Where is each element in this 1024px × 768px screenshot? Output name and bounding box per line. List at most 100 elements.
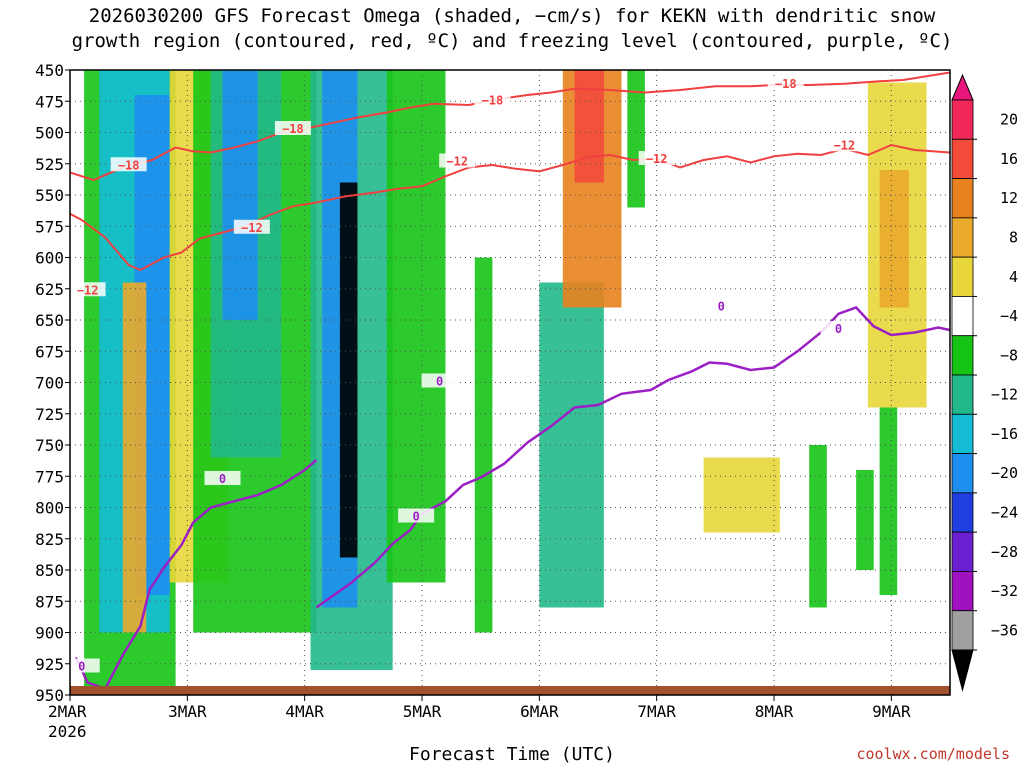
colorbar-swatch-9 [951,453,974,494]
title-line-1: 2026030200 GFS Forecast Omega (shaded, −… [88,5,936,27]
colorbar-label: −8 [1000,346,1018,364]
contour-label-minus12-bg [439,153,476,168]
colorbar-swatch-1 [951,138,974,179]
y-tick-label: 450 [35,61,64,80]
y-tick-label: 525 [35,155,64,174]
contour-label-minus18: −18 [118,158,140,172]
contour-label-zero: 0 [78,660,85,674]
y-tick-label: 475 [35,92,64,111]
temperature-contours: −18 −18 −18 −18 −12 −12 −12 −12 −12 0 0 0 0 0 0 [70,71,950,691]
contour-label-minus12-bg [70,282,106,297]
omega-region-19 [856,470,874,570]
contour-label-minus12-bg [233,219,270,234]
contour-label-minus12: −12 [834,138,856,152]
colorbar-swatch-13 [951,610,974,651]
x-tick-label: 2MAR [48,702,87,721]
y-tick-label: 900 [35,624,64,643]
colorbar-label: −36 [991,621,1018,639]
y-tick-label: 575 [35,217,64,236]
colorbar: 20 16 12 8 4 −4 −8 −12 −16 −20 −24 −28 −32 −36 [951,73,1018,692]
y-tick-label: 500 [35,124,64,143]
colorbar-swatch-6 [951,335,974,376]
contour-label-minus12: −12 [646,152,668,166]
colorbar-swatch-0 [951,99,974,140]
omega-region-17 [703,457,780,533]
colorbar-label: −16 [991,425,1018,443]
colorbar-label: 20 [1000,111,1018,129]
colorbar-swatch-4 [951,256,974,297]
colorbar-label: 8 [1009,229,1018,247]
colorbar-swatch-12 [951,571,974,612]
y-axis: 450 475 500 525 550 575 600 625 650 675 700 725 750 7… [35,61,70,705]
contour-label-zero-bg [421,373,458,388]
x-tick-label: 8MAR [755,702,794,721]
y-tick-label: 675 [35,342,64,361]
chart-title: 2026030200 GFS Forecast Omega (shaded, −… [0,4,1024,54]
colorbar-label: −24 [991,504,1018,522]
omega-region-15 [574,70,604,183]
x-tick-label: 7MAR [637,702,676,721]
y-tick-label: 775 [35,467,64,486]
contour-label-minus18-bg [474,92,511,107]
colorbar-label: −12 [991,386,1018,404]
contour-label-minus18: −18 [775,77,797,91]
contour-label-minus18-bg [767,76,804,90]
contour-label-zero-bg [70,658,100,673]
omega-region-22 [879,170,909,308]
contour-label-zero-bg [703,298,740,313]
title-line-2: growth region (contoured, red, ºC) and f… [71,30,953,52]
contour-freezing-level [315,306,950,609]
contour-label-minus12: −12 [446,155,468,169]
x-tick-label: 9MAR [872,702,911,721]
x-tick-label: 4MAR [285,702,324,721]
colorbar-label: 16 [1000,150,1018,168]
contour-label-zero: 0 [436,375,443,389]
y-tick-label: 550 [35,186,64,205]
contour-label-zero-bg [820,321,857,335]
colorbar-label: 12 [1000,189,1018,207]
contour-label-minus12: −12 [77,283,99,297]
contour-minus12 [70,143,950,272]
y-tick-label: 950 [35,686,64,705]
x-axis-label: Forecast Time (UTC) [409,744,615,765]
colorbar-label: −28 [991,543,1018,561]
omega-region-11 [386,70,446,583]
colorbar-label: −32 [991,582,1018,600]
colorbar-max-arrow [951,73,974,101]
contour-freezing-level-low [74,459,318,691]
colorbar-swatch-10 [951,492,974,533]
colorbar-swatch-3 [951,217,974,258]
ground-strip [70,686,950,695]
contour-label-minus18-bg [110,157,147,172]
contour-label-minus18-bg [274,121,311,135]
colorbar-swatch-11 [951,531,974,572]
contour-label-zero-bg [204,471,241,485]
colorbar-swatch-5 [951,296,974,337]
y-tick-label: 800 [35,499,64,518]
omega-region-3 [122,282,147,633]
contour-label-zero: 0 [835,322,842,336]
contour-label-zero: 0 [219,472,226,486]
omega-region-20 [879,407,898,595]
colorbar-swatch-8 [951,413,974,454]
y-tick-label: 850 [35,561,64,580]
omega-region-12 [474,257,493,633]
y-tick-label: 600 [35,249,64,268]
x-tick-label: 5MAR [403,702,442,721]
x-axis: 2MAR 3MAR 4MAR 5MAR 6MAR 7MAR 8MAR 9MAR 2026 [48,695,911,741]
y-tick-label: 750 [35,436,64,455]
y-tick-label: 925 [35,655,64,674]
y-tick-label: 650 [35,311,64,330]
colorbar-label: −20 [991,464,1018,482]
colorbar-label: 4 [1009,268,1018,286]
contour-label-minus12-bg [638,151,675,165]
contour-label-zero-bg [398,508,435,523]
omega-region-18 [809,445,827,608]
y-tick-label: 825 [35,530,64,549]
y-tick-label: 625 [35,280,64,299]
x-tick-label: 6MAR [520,702,559,721]
colorbar-swatch-2 [951,178,974,219]
colorbar-swatch-7 [951,374,974,415]
y-tick-label: 700 [35,374,64,393]
